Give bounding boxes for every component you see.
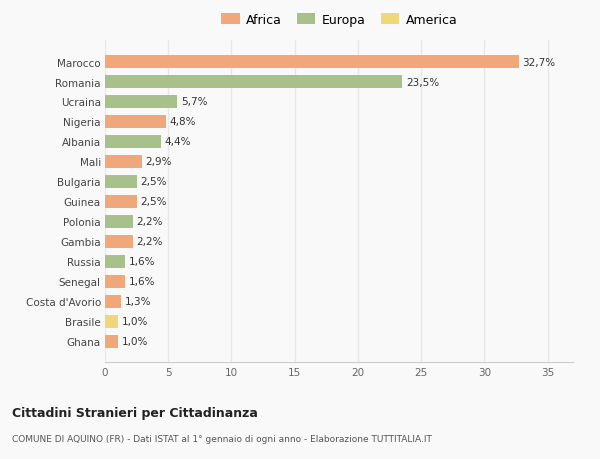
Text: 4,8%: 4,8% — [170, 117, 196, 127]
Bar — [105, 175, 137, 189]
Bar — [105, 136, 161, 149]
Bar — [105, 56, 518, 69]
Text: 2,2%: 2,2% — [137, 217, 163, 227]
Text: 23,5%: 23,5% — [406, 78, 439, 87]
Bar — [105, 96, 177, 109]
Text: Cittadini Stranieri per Cittadinanza: Cittadini Stranieri per Cittadinanza — [12, 406, 258, 419]
Text: 1,3%: 1,3% — [125, 297, 152, 307]
Text: 2,9%: 2,9% — [145, 157, 172, 167]
Text: 2,5%: 2,5% — [140, 177, 167, 187]
Bar — [105, 116, 166, 129]
Bar — [105, 315, 118, 328]
Bar — [105, 275, 125, 288]
Bar — [105, 196, 137, 208]
Legend: Africa, Europa, America: Africa, Europa, America — [216, 9, 462, 32]
Bar — [105, 156, 142, 168]
Text: 32,7%: 32,7% — [523, 57, 556, 67]
Text: 5,7%: 5,7% — [181, 97, 208, 107]
Text: 1,0%: 1,0% — [121, 336, 148, 347]
Bar — [105, 215, 133, 229]
Text: 1,6%: 1,6% — [129, 277, 155, 287]
Text: 2,5%: 2,5% — [140, 197, 167, 207]
Bar — [105, 235, 133, 248]
Text: 1,6%: 1,6% — [129, 257, 155, 267]
Bar — [105, 295, 121, 308]
Bar — [105, 335, 118, 348]
Bar — [105, 76, 402, 89]
Bar — [105, 255, 125, 268]
Text: 1,0%: 1,0% — [121, 317, 148, 326]
Text: 2,2%: 2,2% — [137, 237, 163, 247]
Text: 4,4%: 4,4% — [164, 137, 191, 147]
Text: COMUNE DI AQUINO (FR) - Dati ISTAT al 1° gennaio di ogni anno - Elaborazione TUT: COMUNE DI AQUINO (FR) - Dati ISTAT al 1°… — [12, 434, 432, 443]
